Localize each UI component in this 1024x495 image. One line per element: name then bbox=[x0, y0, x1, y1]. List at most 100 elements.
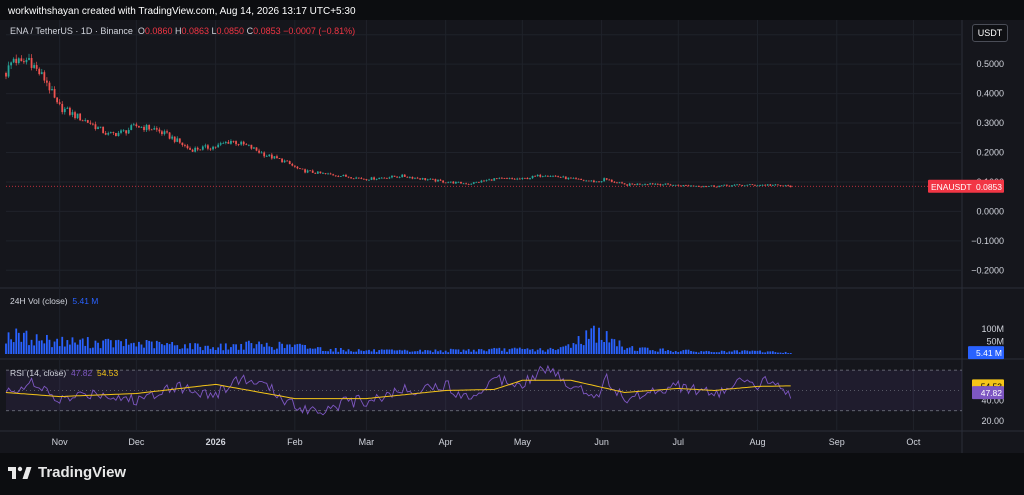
volume-label: 24H Vol (close) bbox=[10, 296, 68, 306]
volume-bar bbox=[618, 340, 621, 354]
candle-body bbox=[777, 184, 779, 186]
candle-body bbox=[125, 130, 128, 134]
candle-body bbox=[204, 145, 207, 147]
candle-body bbox=[56, 97, 59, 103]
volume-bar bbox=[61, 336, 64, 354]
volume-bar bbox=[651, 350, 654, 354]
volume-bar bbox=[544, 351, 547, 354]
volume-bar bbox=[789, 353, 792, 354]
candle-body bbox=[434, 179, 437, 182]
candle-body bbox=[20, 58, 23, 62]
volume-bar bbox=[20, 341, 23, 354]
candle-body bbox=[618, 182, 621, 184]
volume-bar bbox=[600, 339, 603, 354]
volume-bar bbox=[513, 347, 516, 354]
candle-body bbox=[163, 131, 166, 135]
volume-bar bbox=[242, 349, 245, 354]
candle-body bbox=[10, 62, 13, 66]
candle-body bbox=[288, 161, 291, 164]
volume-bar bbox=[557, 349, 560, 354]
volume-bar bbox=[28, 345, 30, 354]
volume-bar bbox=[163, 345, 166, 354]
candle-body bbox=[728, 185, 731, 187]
candle-body bbox=[452, 181, 455, 184]
volume-bar bbox=[685, 349, 687, 354]
volume-bar bbox=[370, 351, 373, 354]
chart-svg[interactable]: 0.60000.50000.40000.30000.20000.10000.00… bbox=[0, 20, 1024, 453]
volume-bar bbox=[414, 351, 416, 354]
candle-body bbox=[677, 184, 680, 186]
candle-body bbox=[191, 149, 194, 152]
volume-bar bbox=[720, 350, 723, 354]
candle-body bbox=[779, 185, 782, 186]
volume-bar bbox=[352, 351, 355, 354]
tradingview-logo[interactable]: TradingView bbox=[8, 464, 126, 481]
volume-bar bbox=[434, 349, 437, 354]
candle-body bbox=[89, 122, 92, 124]
candle-body bbox=[628, 183, 631, 186]
volume-bar bbox=[56, 338, 59, 354]
volume-bar bbox=[575, 344, 577, 354]
volume-bar bbox=[595, 342, 598, 354]
candle-body bbox=[120, 130, 122, 133]
volume-bar bbox=[493, 347, 496, 354]
candle-body bbox=[613, 181, 616, 183]
candle-body bbox=[293, 165, 296, 167]
volume-bar bbox=[155, 340, 158, 354]
volume-bar bbox=[748, 351, 751, 354]
chart-frame bbox=[0, 20, 1024, 453]
candle-body bbox=[554, 175, 557, 177]
candle-body bbox=[449, 181, 452, 183]
volume-bar bbox=[715, 352, 718, 354]
volume-bar bbox=[104, 339, 107, 354]
currency-button[interactable]: USDT bbox=[972, 24, 1008, 42]
candle-body bbox=[148, 124, 151, 130]
volume-bar bbox=[293, 344, 296, 354]
volume-value: 5.41 M bbox=[72, 296, 99, 306]
tradingview-logo-icon bbox=[8, 466, 32, 479]
volume-bar bbox=[184, 344, 186, 354]
candle-body bbox=[176, 138, 179, 142]
candle-body bbox=[362, 178, 365, 180]
candle-body bbox=[756, 185, 759, 187]
volume-bar bbox=[171, 341, 174, 354]
volume-bar bbox=[695, 351, 698, 354]
volume-bar bbox=[30, 339, 33, 354]
volume-bar bbox=[475, 351, 478, 354]
candle-body bbox=[368, 179, 370, 181]
candle-body bbox=[235, 141, 237, 145]
candle-body bbox=[283, 160, 286, 163]
volume-bar bbox=[654, 351, 657, 354]
candle-body bbox=[258, 150, 260, 153]
volume-bar bbox=[224, 343, 227, 354]
volume-bar bbox=[429, 350, 432, 354]
volume-bar bbox=[260, 344, 263, 354]
volume-bar bbox=[230, 347, 232, 354]
volume-bar bbox=[115, 340, 117, 354]
volume-bar bbox=[454, 349, 457, 354]
candle-body bbox=[209, 148, 212, 150]
volume-bar bbox=[5, 343, 7, 354]
candle-body bbox=[495, 178, 498, 180]
volume-bar bbox=[485, 351, 488, 354]
volume-bar bbox=[314, 348, 317, 354]
volume-bar bbox=[319, 347, 322, 354]
volume-tag-value: 5.41 M bbox=[976, 348, 1002, 358]
candle-body bbox=[708, 186, 710, 187]
volume-bar bbox=[759, 350, 761, 354]
candle-body bbox=[644, 184, 646, 186]
candle-body bbox=[194, 147, 197, 152]
candle-body bbox=[444, 182, 447, 184]
volume-bar bbox=[181, 348, 184, 354]
price-tick-label: 0.4000 bbox=[976, 89, 1004, 99]
candle-body bbox=[506, 178, 508, 180]
candle-body bbox=[304, 169, 306, 173]
candle-body bbox=[291, 163, 294, 166]
volume-bar bbox=[178, 349, 181, 354]
candle-body bbox=[345, 174, 347, 177]
candle-body bbox=[61, 103, 64, 113]
candle-body bbox=[383, 177, 386, 179]
volume-bar bbox=[639, 347, 641, 354]
candle-body bbox=[173, 136, 176, 142]
candle-body bbox=[360, 177, 363, 179]
